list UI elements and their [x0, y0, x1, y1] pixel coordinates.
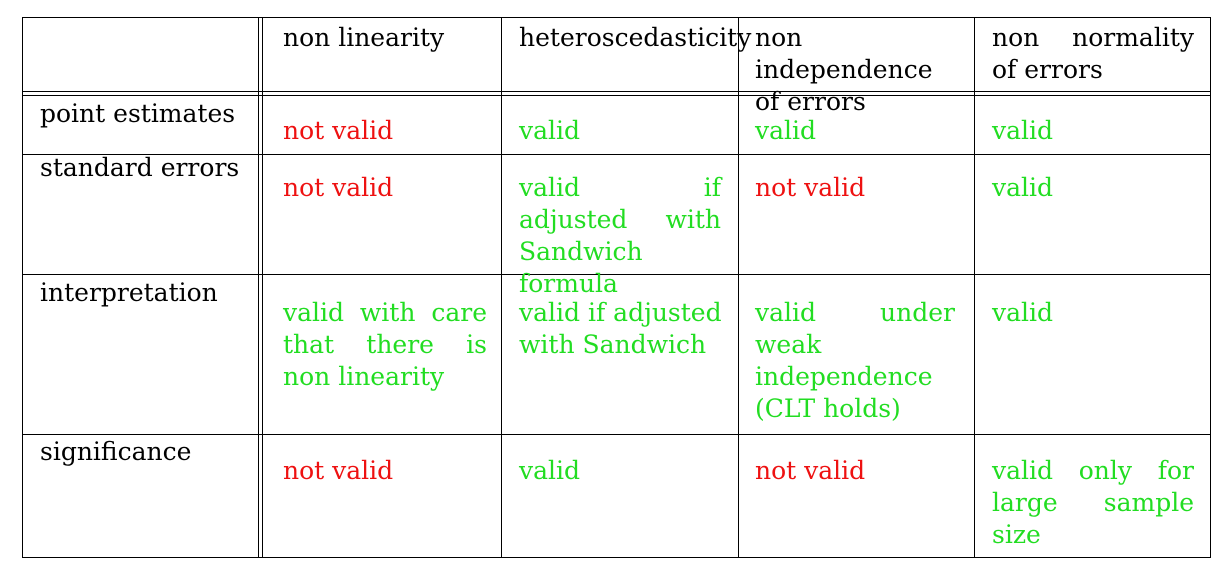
rule-col3-right — [974, 17, 975, 558]
header-heteroscedasticity: heteroscedasticity — [519, 23, 752, 52]
rule-label-right-2 — [262, 17, 263, 558]
cell-standard-errors-non-independence: not valid — [755, 173, 866, 202]
row-label-interpretation: interpretation — [40, 278, 218, 307]
cell-interpretation-non-independence: valid under weak independence (CLT holds… — [755, 298, 955, 423]
row-label-standard-errors: standard errors — [40, 153, 240, 182]
cell-standard-errors-heteroscedasticity: valid if adjusted with Sandwich formula — [519, 173, 721, 298]
rule-top — [22, 17, 1210, 18]
cell-significance-heteroscedasticity: valid — [519, 456, 581, 485]
header-non-linearity: non linearity — [283, 23, 445, 52]
rule-col1-right — [501, 17, 502, 558]
rule-right — [1210, 17, 1211, 558]
cell-standard-errors-non-normality: valid — [992, 173, 1054, 202]
cell-significance-non-linearity: not valid — [283, 456, 394, 485]
rule-row2-bottom — [22, 274, 1210, 275]
rule-row1-bottom — [22, 154, 1210, 155]
rule-label-right-1 — [258, 17, 259, 558]
row-label-point-estimates: point estimates — [40, 99, 236, 128]
header-non-independence: non independence of errors — [755, 23, 933, 116]
cell-point-estimates-non-linearity: not valid — [283, 116, 394, 145]
cell-point-estimates-heteroscedasticity: valid — [519, 116, 581, 145]
rule-row3-bottom — [22, 434, 1210, 435]
row-label-significance: significance — [40, 437, 192, 466]
rule-header-bottom-1 — [22, 91, 1210, 92]
cell-significance-non-normality: valid only for large sample size — [992, 456, 1194, 549]
cell-point-estimates-non-independence: valid — [755, 116, 817, 145]
cell-standard-errors-non-linearity: not valid — [283, 173, 394, 202]
cell-interpretation-non-linearity: valid with care that there is non linear… — [283, 298, 487, 391]
cell-point-estimates-non-normality: valid — [992, 116, 1054, 145]
header-non-normality: non normality of errors — [992, 23, 1194, 84]
rule-left — [22, 17, 23, 558]
cell-significance-non-independence: not valid — [755, 456, 866, 485]
cell-interpretation-heteroscedasticity: valid if adjusted with Sandwich — [519, 298, 722, 359]
cell-interpretation-non-normality: valid — [992, 298, 1054, 327]
rule-col2-right — [738, 17, 739, 558]
rule-header-bottom-2 — [22, 95, 1210, 96]
rule-bottom — [22, 557, 1210, 558]
